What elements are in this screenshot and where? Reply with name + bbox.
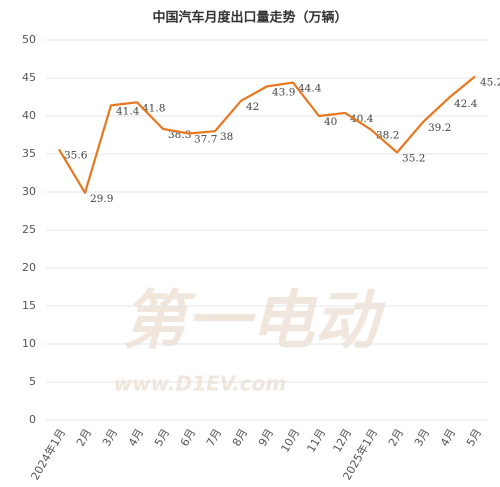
value-label: 40 [324,116,337,128]
value-label: 29.9 [90,193,113,205]
x-tick-label: 2024年1月 [28,426,69,482]
y-tick-label: 15 [22,299,36,312]
y-tick-label: 25 [22,223,36,236]
y-tick-label: 45 [22,71,36,84]
value-label: 35.6 [64,149,88,161]
x-tick-label: 5月 [152,427,172,449]
y-tick-label: 20 [22,261,36,274]
x-tick-label: 2月 [74,427,94,449]
value-label: 35.2 [402,152,425,164]
x-tick-label: 10月 [278,427,302,455]
watermark-url: www.D1EV.com [114,372,286,396]
x-tick-label: 9月 [256,427,276,449]
x-tick-label: 3月 [412,427,432,449]
value-label: 39.2 [428,122,451,134]
x-tick-label: 8月 [230,427,250,449]
value-label: 44.4 [298,83,322,95]
value-label: 42.4 [454,98,478,110]
value-label: 37.7 [194,133,217,145]
y-tick-label: 30 [22,185,36,198]
x-tick-label: 11月 [304,427,328,455]
value-label: 38 [220,131,233,143]
y-tick-label: 35 [22,147,36,160]
watermark-logo: 第一电动 [122,285,386,359]
x-tick-label: 6月 [178,427,198,449]
value-label: 41.8 [142,102,165,114]
x-tick-label: 7月 [204,427,224,449]
y-tick-label: 5 [29,375,36,388]
value-label: 41.4 [116,105,140,117]
value-label: 45.2 [480,76,500,88]
chart-title: 中国汽车月度出口量走势（万辆） [152,10,347,26]
x-tick-label: 3月 [100,427,120,449]
y-tick-label: 40 [22,109,36,122]
x-tick-label: 5月 [464,427,484,449]
x-tick-label: 2月 [386,427,406,449]
line [58,75,476,194]
x-tick-label: 4月 [438,427,458,449]
value-label: 43.9 [272,86,295,98]
y-tick-label: 50 [22,33,36,46]
value-label: 42 [246,101,259,113]
value-label: 40.4 [350,113,374,125]
x-tick-label: 4月 [126,427,146,449]
y-tick-label: 10 [22,337,36,350]
y-tick-label: 0 [29,413,36,426]
x-tick-label: 12月 [330,427,354,455]
